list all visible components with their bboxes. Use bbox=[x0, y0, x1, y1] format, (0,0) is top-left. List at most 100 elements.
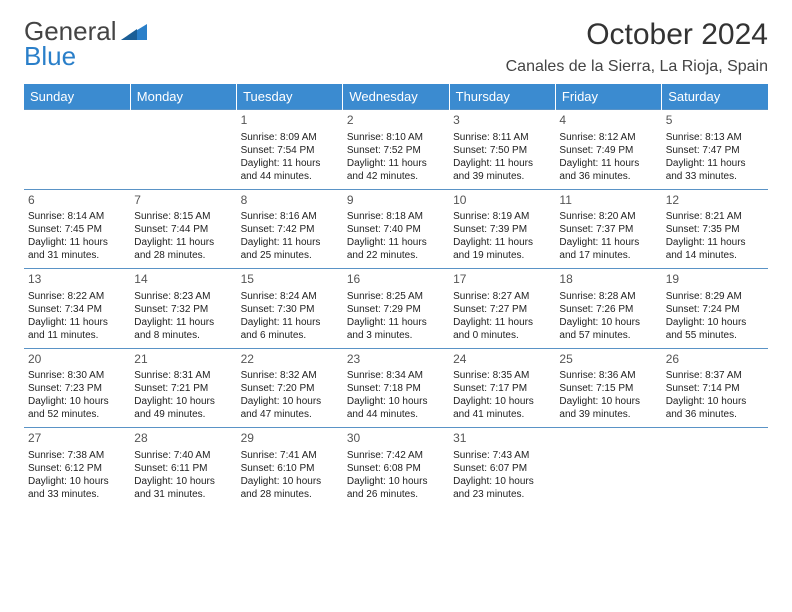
sunset-text: Sunset: 7:35 PM bbox=[666, 223, 764, 236]
day-number: 28 bbox=[134, 431, 232, 447]
sunset-text: Sunset: 6:11 PM bbox=[134, 462, 232, 475]
sunset-text: Sunset: 7:15 PM bbox=[559, 382, 657, 395]
sunrise-text: Sunrise: 8:27 AM bbox=[453, 290, 551, 303]
calendar-cell bbox=[662, 428, 768, 507]
sunrise-text: Sunrise: 8:16 AM bbox=[241, 210, 339, 223]
sunset-text: Sunset: 6:10 PM bbox=[241, 462, 339, 475]
sunset-text: Sunset: 7:14 PM bbox=[666, 382, 764, 395]
sunrise-text: Sunrise: 8:18 AM bbox=[347, 210, 445, 223]
calendar-body: 1Sunrise: 8:09 AMSunset: 7:54 PMDaylight… bbox=[24, 110, 768, 507]
calendar-cell: 1Sunrise: 8:09 AMSunset: 7:54 PMDaylight… bbox=[237, 110, 343, 190]
calendar-cell: 16Sunrise: 8:25 AMSunset: 7:29 PMDayligh… bbox=[343, 269, 449, 349]
sunrise-text: Sunrise: 7:41 AM bbox=[241, 449, 339, 462]
calendar-cell: 11Sunrise: 8:20 AMSunset: 7:37 PMDayligh… bbox=[555, 189, 661, 269]
calendar-cell: 28Sunrise: 7:40 AMSunset: 6:11 PMDayligh… bbox=[130, 428, 236, 507]
calendar-cell: 27Sunrise: 7:38 AMSunset: 6:12 PMDayligh… bbox=[24, 428, 130, 507]
day-number: 22 bbox=[241, 352, 339, 368]
day-header: Wednesday bbox=[343, 84, 449, 110]
logo-triangle-icon bbox=[121, 22, 147, 45]
sunset-text: Sunset: 7:29 PM bbox=[347, 303, 445, 316]
daylight-text: Daylight: 10 hours and 57 minutes. bbox=[559, 316, 657, 342]
daylight-text: Daylight: 11 hours and 33 minutes. bbox=[666, 157, 764, 183]
calendar-head: SundayMondayTuesdayWednesdayThursdayFrid… bbox=[24, 84, 768, 110]
day-number: 31 bbox=[453, 431, 551, 447]
calendar-cell: 4Sunrise: 8:12 AMSunset: 7:49 PMDaylight… bbox=[555, 110, 661, 190]
sunrise-text: Sunrise: 8:22 AM bbox=[28, 290, 126, 303]
calendar-cell: 6Sunrise: 8:14 AMSunset: 7:45 PMDaylight… bbox=[24, 189, 130, 269]
daylight-text: Daylight: 11 hours and 36 minutes. bbox=[559, 157, 657, 183]
day-number: 21 bbox=[134, 352, 232, 368]
day-header: Thursday bbox=[449, 84, 555, 110]
calendar-cell: 25Sunrise: 8:36 AMSunset: 7:15 PMDayligh… bbox=[555, 348, 661, 428]
calendar-cell: 19Sunrise: 8:29 AMSunset: 7:24 PMDayligh… bbox=[662, 269, 768, 349]
sunset-text: Sunset: 7:21 PM bbox=[134, 382, 232, 395]
daylight-text: Daylight: 11 hours and 8 minutes. bbox=[134, 316, 232, 342]
day-header-row: SundayMondayTuesdayWednesdayThursdayFrid… bbox=[24, 84, 768, 110]
sunrise-text: Sunrise: 7:43 AM bbox=[453, 449, 551, 462]
calendar-cell: 21Sunrise: 8:31 AMSunset: 7:21 PMDayligh… bbox=[130, 348, 236, 428]
daylight-text: Daylight: 10 hours and 28 minutes. bbox=[241, 475, 339, 501]
calendar-cell bbox=[24, 110, 130, 190]
sunrise-text: Sunrise: 8:10 AM bbox=[347, 131, 445, 144]
calendar-cell: 3Sunrise: 8:11 AMSunset: 7:50 PMDaylight… bbox=[449, 110, 555, 190]
sunrise-text: Sunrise: 8:28 AM bbox=[559, 290, 657, 303]
title-block: October 2024 Canales de la Sierra, La Ri… bbox=[506, 18, 768, 76]
daylight-text: Daylight: 10 hours and 44 minutes. bbox=[347, 395, 445, 421]
sunrise-text: Sunrise: 8:19 AM bbox=[453, 210, 551, 223]
day-number: 17 bbox=[453, 272, 551, 288]
sunset-text: Sunset: 7:27 PM bbox=[453, 303, 551, 316]
calendar-week-row: 20Sunrise: 8:30 AMSunset: 7:23 PMDayligh… bbox=[24, 348, 768, 428]
day-number: 11 bbox=[559, 193, 657, 209]
sunrise-text: Sunrise: 8:30 AM bbox=[28, 369, 126, 382]
calendar-cell: 13Sunrise: 8:22 AMSunset: 7:34 PMDayligh… bbox=[24, 269, 130, 349]
sunset-text: Sunset: 7:18 PM bbox=[347, 382, 445, 395]
sunrise-text: Sunrise: 8:25 AM bbox=[347, 290, 445, 303]
sunrise-text: Sunrise: 8:13 AM bbox=[666, 131, 764, 144]
calendar-cell: 20Sunrise: 8:30 AMSunset: 7:23 PMDayligh… bbox=[24, 348, 130, 428]
sunset-text: Sunset: 7:32 PM bbox=[134, 303, 232, 316]
day-number: 26 bbox=[666, 352, 764, 368]
calendar-table: SundayMondayTuesdayWednesdayThursdayFrid… bbox=[24, 84, 768, 507]
sunrise-text: Sunrise: 8:21 AM bbox=[666, 210, 764, 223]
sunrise-text: Sunrise: 8:15 AM bbox=[134, 210, 232, 223]
sunset-text: Sunset: 7:54 PM bbox=[241, 144, 339, 157]
calendar-cell: 5Sunrise: 8:13 AMSunset: 7:47 PMDaylight… bbox=[662, 110, 768, 190]
daylight-text: Daylight: 10 hours and 33 minutes. bbox=[28, 475, 126, 501]
logo: General Blue bbox=[24, 18, 147, 69]
sunrise-text: Sunrise: 8:32 AM bbox=[241, 369, 339, 382]
sunset-text: Sunset: 7:26 PM bbox=[559, 303, 657, 316]
day-number: 7 bbox=[134, 193, 232, 209]
calendar-week-row: 6Sunrise: 8:14 AMSunset: 7:45 PMDaylight… bbox=[24, 189, 768, 269]
day-number: 18 bbox=[559, 272, 657, 288]
daylight-text: Daylight: 10 hours and 39 minutes. bbox=[559, 395, 657, 421]
sunrise-text: Sunrise: 8:31 AM bbox=[134, 369, 232, 382]
day-header: Tuesday bbox=[237, 84, 343, 110]
sunset-text: Sunset: 7:23 PM bbox=[28, 382, 126, 395]
daylight-text: Daylight: 10 hours and 49 minutes. bbox=[134, 395, 232, 421]
calendar-cell: 15Sunrise: 8:24 AMSunset: 7:30 PMDayligh… bbox=[237, 269, 343, 349]
calendar-cell: 22Sunrise: 8:32 AMSunset: 7:20 PMDayligh… bbox=[237, 348, 343, 428]
calendar-cell: 9Sunrise: 8:18 AMSunset: 7:40 PMDaylight… bbox=[343, 189, 449, 269]
calendar-cell: 7Sunrise: 8:15 AMSunset: 7:44 PMDaylight… bbox=[130, 189, 236, 269]
daylight-text: Daylight: 11 hours and 39 minutes. bbox=[453, 157, 551, 183]
daylight-text: Daylight: 10 hours and 26 minutes. bbox=[347, 475, 445, 501]
daylight-text: Daylight: 11 hours and 25 minutes. bbox=[241, 236, 339, 262]
day-number: 14 bbox=[134, 272, 232, 288]
daylight-text: Daylight: 11 hours and 0 minutes. bbox=[453, 316, 551, 342]
day-number: 25 bbox=[559, 352, 657, 368]
day-header: Sunday bbox=[24, 84, 130, 110]
daylight-text: Daylight: 11 hours and 44 minutes. bbox=[241, 157, 339, 183]
logo-line2: Blue bbox=[24, 43, 147, 69]
logo-text-block: General Blue bbox=[24, 18, 147, 69]
day-number: 27 bbox=[28, 431, 126, 447]
sunset-text: Sunset: 7:42 PM bbox=[241, 223, 339, 236]
sunset-text: Sunset: 7:39 PM bbox=[453, 223, 551, 236]
day-header: Saturday bbox=[662, 84, 768, 110]
calendar-cell: 31Sunrise: 7:43 AMSunset: 6:07 PMDayligh… bbox=[449, 428, 555, 507]
daylight-text: Daylight: 10 hours and 31 minutes. bbox=[134, 475, 232, 501]
day-number: 23 bbox=[347, 352, 445, 368]
day-header: Monday bbox=[130, 84, 236, 110]
day-number: 16 bbox=[347, 272, 445, 288]
calendar-week-row: 27Sunrise: 7:38 AMSunset: 6:12 PMDayligh… bbox=[24, 428, 768, 507]
day-number: 9 bbox=[347, 193, 445, 209]
